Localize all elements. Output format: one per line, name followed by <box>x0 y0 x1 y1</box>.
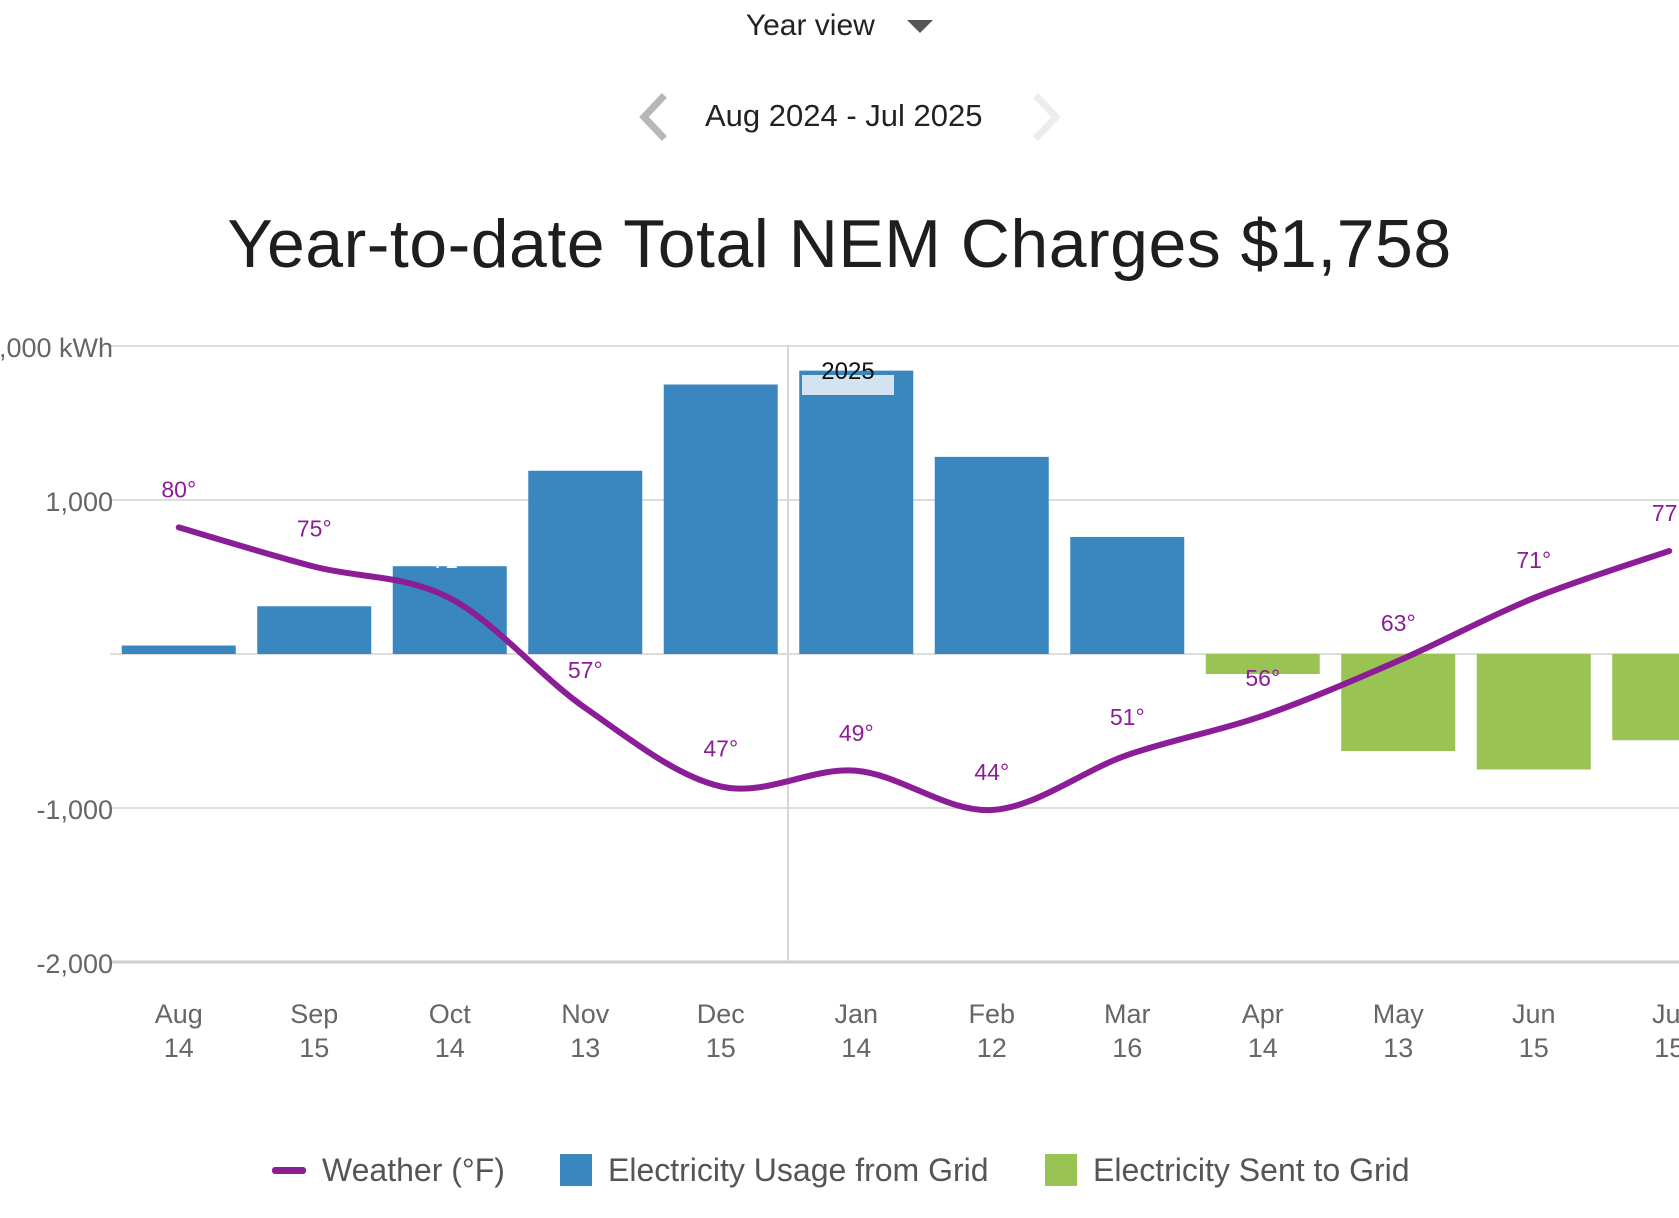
weather-label-aug: 80° <box>161 476 196 502</box>
x-tick-day: 13 <box>1383 1033 1413 1063</box>
usage-bar-dec <box>663 384 778 654</box>
nem-chart: 2,000 kWh 1,000 -1,000 -2,000 2025 80° 75° 71° 5… <box>0 333 1679 1063</box>
legend-usage[interactable]: Electricity Usage from Grid <box>560 1145 989 1195</box>
y-tick-label: 1,000 <box>45 487 113 517</box>
x-tick-day: 12 <box>977 1033 1007 1063</box>
year-view-dropdown[interactable]: Year view <box>0 8 1679 43</box>
year-marker-bg <box>802 375 894 395</box>
period-navigator: Aug 2024 - Jul 2025 <box>0 92 1679 142</box>
x-tick-month: Mar <box>1104 999 1151 1029</box>
x-tick-month: May <box>1373 999 1425 1029</box>
usage-bar-mar <box>1070 536 1185 654</box>
caret-down-icon[interactable] <box>907 19 934 33</box>
x-tick-month: Oct <box>429 999 472 1029</box>
sent-swatch <box>1045 1154 1077 1186</box>
x-tick-month: Nov <box>561 999 610 1029</box>
sent-bar-apr <box>1205 654 1320 675</box>
x-tick-day: 14 <box>1248 1033 1278 1063</box>
x-tick-day: 15 <box>706 1033 736 1063</box>
weather-label-jul: 77° <box>1652 500 1679 526</box>
x-tick-day: 16 <box>1112 1033 1142 1063</box>
usage-swatch <box>560 1154 592 1186</box>
sent-bar-jul <box>1612 654 1679 741</box>
weather-label-jan: 49° <box>839 720 874 746</box>
chart-title: Year-to-date Total NEM Charges $1,758 <box>227 206 1452 282</box>
chart-legend: Weather (°F) Electricity Usage from Grid… <box>0 1145 1679 1195</box>
usage-bar-oct <box>392 566 507 654</box>
usage-bar-sep <box>257 606 372 654</box>
weather-label-mar: 51° <box>1110 704 1145 730</box>
y-tick-label: -1,000 <box>36 795 113 825</box>
usage-bar-aug <box>121 645 236 654</box>
legend-sent-label: Electricity Sent to Grid <box>1093 1151 1410 1188</box>
chevron-left-icon[interactable] <box>632 92 672 142</box>
x-tick-month: Jul <box>1652 999 1679 1029</box>
legend-weather-label: Weather (°F) <box>322 1151 505 1188</box>
weather-line <box>175 524 1673 814</box>
weather-label-apr: 56° <box>1245 665 1280 691</box>
weather-label-nov: 57° <box>568 657 603 683</box>
weather-label-jun: 71° <box>1516 547 1551 573</box>
usage-bar-feb <box>934 456 1049 654</box>
weather-line-swatch <box>272 1166 306 1174</box>
x-tick-month: Dec <box>697 999 745 1029</box>
x-tick-day: 14 <box>841 1033 871 1063</box>
sent-bar-may <box>1341 654 1456 752</box>
legend-usage-label: Electricity Usage from Grid <box>608 1151 989 1188</box>
x-tick-month: Jan <box>834 999 878 1029</box>
weather-label-dec: 47° <box>703 735 738 761</box>
usage-bar-nov <box>528 470 643 654</box>
x-tick-day: 13 <box>570 1033 600 1063</box>
x-tick-month: Jun <box>1512 999 1556 1029</box>
legend-sent[interactable]: Electricity Sent to Grid <box>1045 1145 1410 1195</box>
y-tick-label: -2,000 <box>36 949 113 979</box>
y-tick-label: 2,000 kWh <box>0 333 113 363</box>
usage-bar-jan <box>799 370 914 654</box>
year-marker-label: 2025 <box>821 358 874 385</box>
x-tick-month: Apr <box>1242 999 1284 1029</box>
weather-label-feb: 44° <box>974 759 1009 785</box>
x-tick-day: 15 <box>299 1033 329 1063</box>
x-tick-month: Sep <box>290 999 338 1029</box>
year-view-label: Year view <box>745 9 875 43</box>
x-tick-day: 14 <box>164 1033 194 1063</box>
chevron-right-icon[interactable] <box>1028 92 1068 142</box>
x-tick-month: Aug <box>155 999 203 1029</box>
period-range: Aug 2024 - Jul 2025 <box>705 98 983 133</box>
x-tick-day: 15 <box>1654 1033 1679 1063</box>
weather-label-oct: 71° <box>432 547 467 573</box>
x-tick-day: 14 <box>435 1033 465 1063</box>
legend-weather[interactable]: Weather (°F) <box>272 1145 505 1195</box>
x-tick-month: Feb <box>968 999 1015 1029</box>
x-tick-day: 15 <box>1519 1033 1549 1063</box>
weather-label-sep: 75° <box>297 516 332 542</box>
sent-bar-jun <box>1476 654 1591 770</box>
weather-label-may: 63° <box>1381 610 1416 636</box>
